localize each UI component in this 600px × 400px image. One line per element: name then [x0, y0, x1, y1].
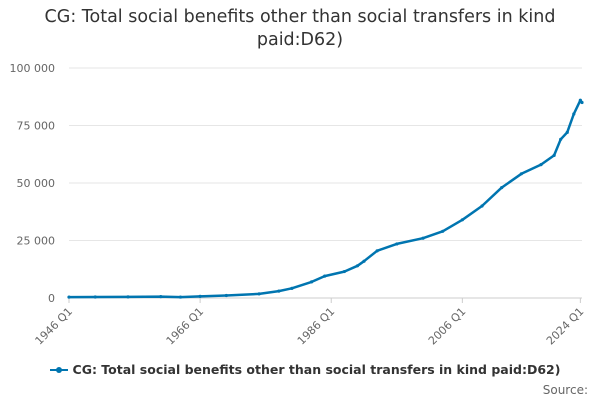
data-point [519, 172, 523, 176]
data-point [198, 294, 202, 298]
data-point [362, 259, 366, 263]
data-point [323, 274, 327, 278]
data-point [578, 98, 582, 102]
data-point [355, 264, 360, 268]
data-point [277, 289, 281, 293]
x-tick-label: 2006 Q1 [426, 305, 469, 348]
x-tick-label: 2024 Q1 [544, 305, 587, 348]
x-tick-label: 1966 Q1 [164, 305, 207, 348]
data-point [159, 295, 163, 299]
data-point [559, 137, 563, 141]
legend[interactable]: CG: Total social benefits other than soc… [40, 362, 570, 377]
data-point [342, 269, 346, 274]
credits[interactable]: Source: [542, 383, 588, 397]
data-point [552, 153, 556, 157]
data-point [480, 204, 484, 208]
data-point [67, 295, 71, 299]
data-point [460, 218, 464, 222]
legend-series-marker [49, 365, 68, 375]
y-tick-label: 50 000 [17, 177, 56, 190]
data-point [441, 229, 445, 233]
data-point [421, 236, 425, 240]
data-point [580, 100, 584, 105]
data-point [309, 280, 314, 284]
series-line [67, 98, 584, 299]
y-tick-label: 0 [48, 292, 55, 305]
data-point [500, 186, 504, 190]
data-point [395, 242, 399, 246]
legend-series-label: CG: Total social benefits other than soc… [72, 362, 561, 377]
data-point [257, 292, 261, 296]
y-tick-label: 25 000 [17, 235, 56, 248]
data-point [178, 295, 183, 299]
y-tick-label: 75 000 [17, 120, 56, 133]
data-point [93, 295, 97, 299]
y-tick-label: 100 000 [10, 62, 56, 75]
data-point [572, 112, 576, 116]
data-point [565, 130, 569, 134]
x-tick-label: 1986 Q1 [295, 305, 338, 348]
data-point [375, 249, 379, 253]
data-point [126, 295, 130, 299]
x-tick-label: 1946 Q1 [33, 305, 76, 348]
data-point [539, 163, 543, 167]
data-point [224, 293, 228, 298]
data-point [290, 286, 294, 290]
chart-title: CG: Total social benefits other than soc… [44, 7, 556, 50]
